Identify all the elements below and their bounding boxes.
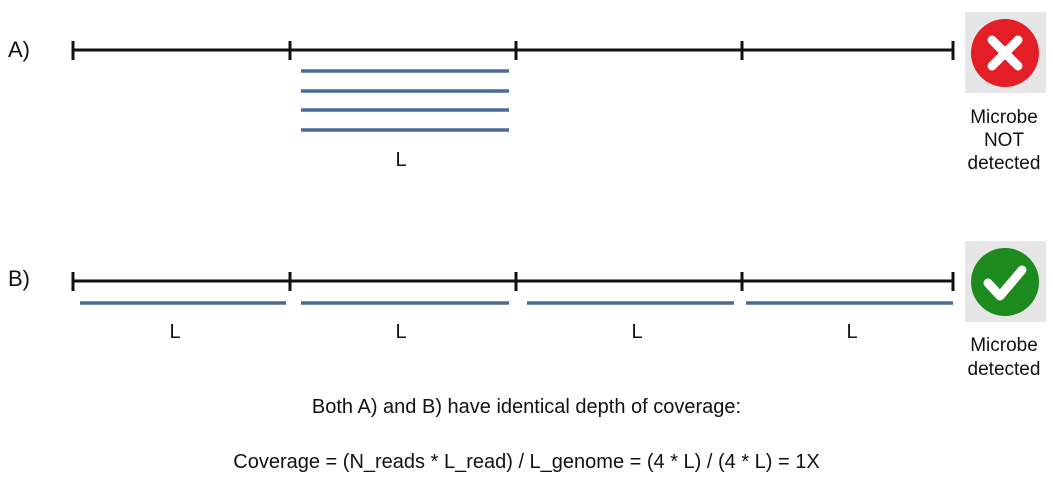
status-line-1: Microbe xyxy=(970,107,1038,128)
reads-stack-a xyxy=(301,69,509,132)
genome-line-b xyxy=(71,272,955,291)
status-line-1: Microbe xyxy=(970,335,1038,356)
read-length-label-b1: L xyxy=(169,321,180,343)
panel-b-label: B) xyxy=(8,266,30,291)
status-not-detected: Microbe NOT detected xyxy=(965,12,1046,174)
read-length-label-b2: L xyxy=(395,321,406,343)
check-icon xyxy=(971,248,1039,316)
genome-line-a xyxy=(71,41,955,60)
panel-a-label: A) xyxy=(8,37,30,62)
caption-coverage-formula: Coverage = (N_reads * L_read) / L_genome… xyxy=(233,451,820,473)
caption-coverage-statement: Both A) and B) have identical depth of c… xyxy=(311,396,742,418)
status-detected: Microbe detected xyxy=(965,241,1046,380)
status-line-2: NOT xyxy=(984,130,1025,151)
read-length-label-b3: L xyxy=(631,321,642,343)
status-line-2: detected xyxy=(968,359,1041,380)
read-length-label-a: L xyxy=(395,149,406,171)
status-line-3: detected xyxy=(968,153,1041,174)
read-length-label-b4: L xyxy=(846,321,857,343)
panel-a: A) L Microbe NOT detected xyxy=(8,12,1046,174)
panel-b: B) L L L L Microbe detected xyxy=(8,241,1046,380)
